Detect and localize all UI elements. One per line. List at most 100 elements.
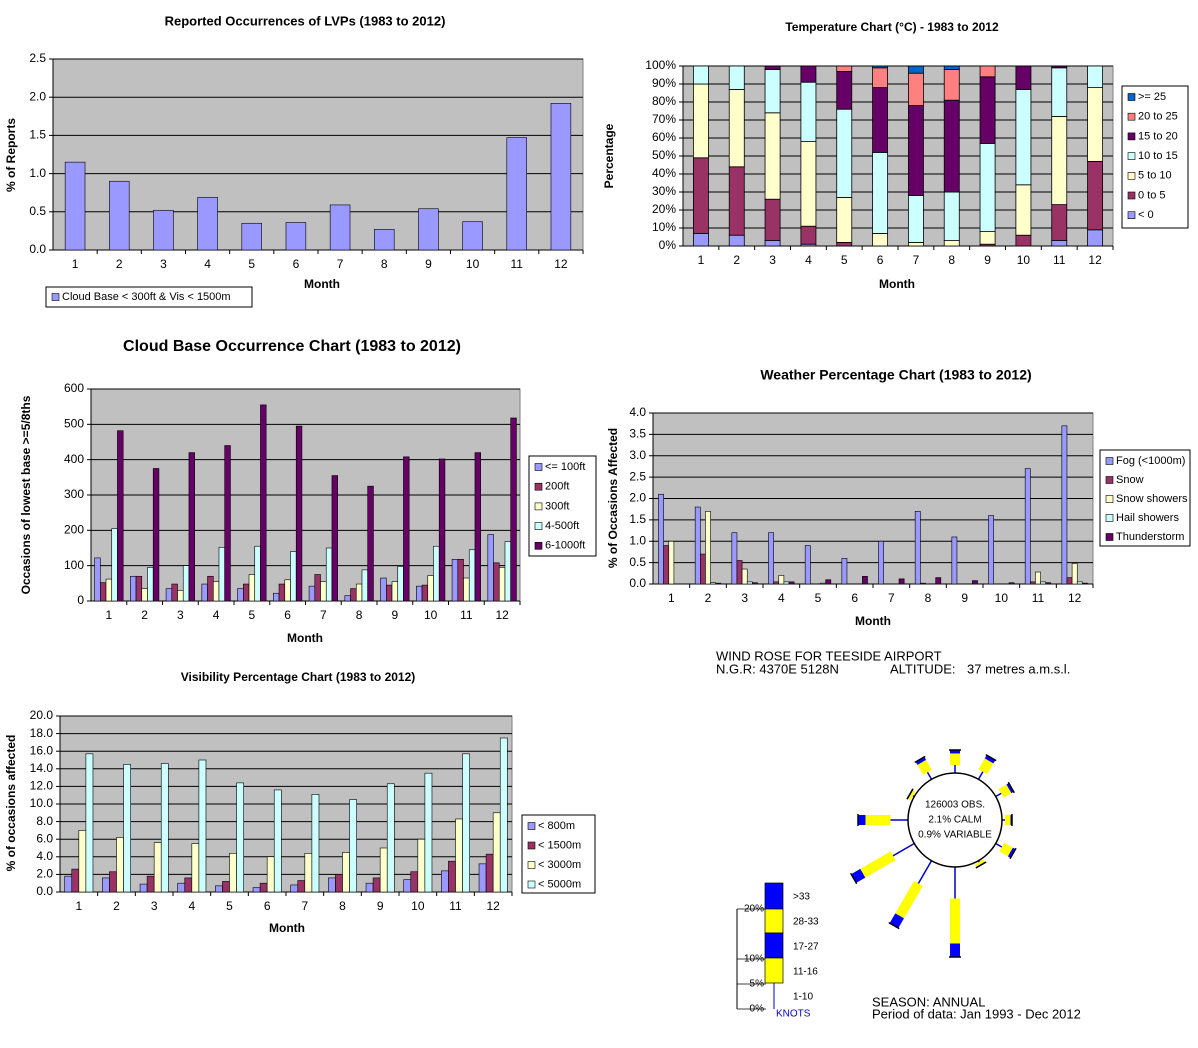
legend-box — [45, 286, 253, 308]
x-tick-label: 2 — [113, 899, 120, 913]
bar — [109, 180, 130, 251]
bar — [919, 582, 926, 585]
y-tick-label: 1.5 — [29, 128, 46, 142]
y-axis-label: % of Reports — [4, 118, 18, 192]
bar-segment — [836, 108, 853, 198]
bar — [773, 581, 780, 585]
bar-segment — [1015, 65, 1032, 90]
legend-label: 300ft — [545, 500, 569, 512]
bar-segment — [1051, 116, 1068, 205]
bar — [241, 222, 262, 251]
x-tick-label: 7 — [888, 591, 895, 605]
bar — [1024, 468, 1031, 585]
bar-segment — [1087, 229, 1104, 247]
bar — [498, 567, 506, 602]
bar — [1008, 582, 1015, 585]
bar — [254, 545, 261, 602]
y-axis-label: % of Occasions Affected — [606, 428, 620, 568]
rose-center-text: 2.1% CALM — [928, 815, 981, 826]
arm-band — [917, 759, 932, 775]
bar — [284, 579, 291, 602]
bar — [71, 868, 80, 893]
rose-season: SEASON: ANNUAL — [872, 994, 985, 1009]
x-tick-label: 1 — [75, 899, 82, 913]
bar-segment — [728, 65, 745, 90]
bar — [329, 204, 351, 251]
y-tick-label: 1.5 — [629, 512, 646, 526]
bar — [741, 568, 748, 585]
x-tick-label: 1 — [668, 591, 675, 605]
bar — [427, 575, 434, 602]
bar-segment — [1051, 204, 1068, 242]
legend-swatch — [1127, 152, 1136, 160]
legend-label: Hail showers — [1116, 512, 1179, 524]
bar-segment — [836, 196, 853, 243]
bar — [694, 506, 701, 585]
legend-label: < 5000m — [538, 878, 581, 890]
bar — [988, 515, 994, 585]
y-axis-label: Occasions of lowest base >=5/8ths — [19, 395, 33, 594]
bar — [487, 534, 494, 602]
bar — [752, 582, 758, 585]
x-tick-label: 6 — [284, 608, 291, 622]
legend-swatch — [1105, 495, 1114, 503]
bar-segment — [1087, 87, 1104, 162]
legend-swatch — [1127, 93, 1136, 101]
x-tick-label: 5 — [248, 257, 255, 271]
x-tick-label: 5 — [815, 591, 822, 605]
arm-cap — [914, 755, 926, 764]
x-tick-label: 10 — [466, 257, 480, 271]
y-tick-label: 0% — [659, 238, 677, 252]
bar-segment — [692, 83, 709, 159]
bar — [972, 580, 978, 585]
legend-label: Thunderstorm — [1116, 531, 1184, 543]
x-tick-label: 10 — [995, 591, 1009, 605]
y-axis-label: Percentage — [602, 123, 616, 188]
bar — [403, 879, 412, 893]
bar-segment — [872, 151, 889, 234]
arm-band — [974, 859, 985, 867]
x-tick-label: 6 — [264, 899, 271, 913]
x-tick-label: 11 — [1032, 591, 1045, 605]
arm-cap — [975, 861, 987, 869]
bar-segment — [943, 65, 960, 70]
bar — [252, 887, 261, 893]
bar — [165, 588, 173, 602]
x-tick-label: 7 — [913, 253, 920, 267]
arm-band — [851, 868, 866, 883]
bar-segment — [1015, 234, 1032, 247]
bar — [188, 452, 195, 602]
bar — [325, 547, 333, 602]
legend-swatch — [1105, 476, 1114, 484]
bar — [177, 590, 184, 602]
rose-altitude: 37 metres a.m.s.l. — [967, 661, 1070, 676]
bar — [361, 569, 369, 602]
x-tick-label: 5 — [841, 253, 848, 267]
y-tick-label: 8.0 — [36, 814, 53, 828]
arm-band — [895, 880, 923, 919]
y-tick-label: 70% — [652, 112, 676, 126]
x-tick-label: 6 — [851, 591, 858, 605]
speed-key-block — [764, 882, 784, 910]
bar — [699, 553, 706, 585]
bar — [177, 882, 186, 893]
bar-segment — [1015, 89, 1032, 186]
bar-segment — [943, 69, 960, 101]
arm-cap — [1007, 781, 1015, 794]
y-tick-label: 0.5 — [29, 204, 46, 218]
speed-key-block — [764, 908, 784, 934]
speed-class-label: 17-27 — [793, 942, 819, 953]
speed-class-label: 11-16 — [793, 967, 818, 978]
rose-altitude-label: ALTITUDE: — [890, 661, 956, 676]
bar — [468, 549, 476, 602]
arm-band — [978, 758, 994, 775]
bar — [386, 783, 395, 893]
bar — [117, 430, 124, 602]
bar — [380, 577, 387, 602]
legend-label: 0 to 5 — [1138, 189, 1166, 201]
legend-swatch — [534, 522, 543, 530]
bar — [182, 565, 190, 602]
x-tick-label: 12 — [1068, 591, 1082, 605]
x-tick-label: 4 — [805, 253, 812, 267]
y-axis-label: % of occasions affected — [4, 735, 18, 872]
